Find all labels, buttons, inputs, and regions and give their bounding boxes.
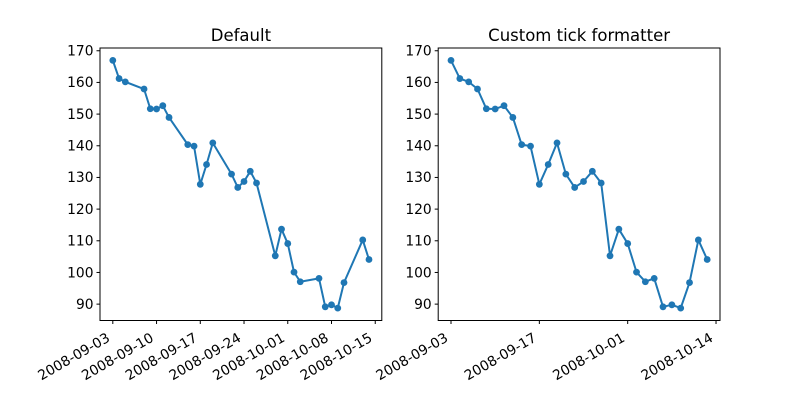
data-point (553, 139, 561, 147)
y-tick-label: 120 (405, 202, 431, 218)
data-point (597, 179, 605, 187)
data-point (474, 85, 481, 93)
data-point (159, 102, 167, 110)
data-line (111, 59, 370, 310)
data-point (571, 184, 579, 191)
y-tick-label: 110 (67, 234, 93, 250)
y-tick-label: 160 (405, 75, 431, 91)
data-point (165, 114, 173, 121)
data-point (562, 170, 570, 178)
data-point (253, 179, 260, 187)
data-point (482, 105, 490, 113)
data-point (328, 301, 335, 309)
y-tick-label: 90 (414, 297, 432, 313)
data-point (246, 167, 254, 175)
data-point (447, 56, 455, 64)
data-point (296, 278, 304, 286)
x-tick-label: 2008-09-17 (462, 330, 539, 384)
y-tick-label: 140 (405, 139, 431, 155)
data-point (340, 279, 348, 286)
data-point (234, 184, 242, 191)
data-point (334, 304, 342, 312)
data-point (315, 274, 323, 282)
x-tick-label: 2008-10-01 (550, 330, 627, 384)
y-tick-label: 150 (405, 107, 431, 123)
data-point (606, 252, 614, 260)
data-point (668, 301, 676, 309)
data-point (284, 240, 292, 247)
data-point (115, 75, 123, 82)
y-tick-label: 120 (67, 202, 93, 218)
plot-frame (437, 47, 721, 321)
data-point (465, 78, 473, 86)
data-point (633, 268, 640, 276)
y-tick-label: 170 (67, 44, 93, 60)
y-tick-label: 140 (67, 139, 93, 155)
data-point (359, 236, 367, 244)
right-chart-title: Custom tick formatter (488, 26, 670, 45)
data-point (650, 274, 658, 282)
data-point (321, 303, 329, 311)
data-point (580, 178, 587, 185)
data-point (659, 303, 667, 311)
data-point (703, 256, 711, 263)
y-tick-label: 160 (67, 75, 93, 91)
data-point (535, 180, 543, 188)
data-point (677, 304, 685, 312)
data-line (450, 59, 709, 310)
y-tick-label: 110 (405, 234, 431, 250)
y-tick-label: 130 (405, 170, 431, 186)
data-point (228, 170, 235, 178)
data-point (121, 78, 129, 86)
data-point (624, 240, 632, 247)
y-tick-label: 150 (67, 107, 93, 123)
data-point (500, 102, 508, 110)
data-point (196, 180, 204, 188)
data-point (588, 167, 596, 175)
y-tick-label: 100 (405, 265, 431, 281)
left-chart-title: Default (211, 26, 272, 45)
data-point (184, 141, 192, 149)
data-point (365, 256, 373, 263)
x-tick-label: 2008-10-14 (639, 330, 716, 384)
data-point (109, 56, 117, 64)
data-point (456, 75, 464, 82)
data-point (278, 225, 285, 233)
data-point (615, 225, 623, 233)
data-point (518, 141, 526, 149)
x-tick-label: 2008-09-03 (374, 330, 451, 384)
data-point (694, 236, 702, 244)
data-point (641, 278, 649, 286)
y-tick-label: 130 (67, 170, 93, 186)
data-point (686, 279, 693, 286)
data-point (209, 139, 217, 147)
data-point (491, 105, 499, 113)
data-point (153, 105, 160, 113)
data-point (271, 252, 279, 260)
data-point (509, 114, 517, 121)
y-tick-label: 170 (405, 44, 431, 60)
data-point (203, 161, 210, 168)
data-point (544, 161, 552, 168)
y-tick-label: 90 (76, 297, 94, 313)
data-point (290, 268, 298, 276)
data-point (140, 85, 148, 93)
data-point (240, 178, 248, 185)
left-axes: 901001101201301401501601702008-09-032008… (35, 44, 383, 384)
y-tick-label: 100 (67, 265, 93, 281)
data-point (146, 105, 154, 113)
data-point (527, 142, 534, 150)
data-point (190, 142, 198, 150)
plot-frame (99, 47, 383, 321)
